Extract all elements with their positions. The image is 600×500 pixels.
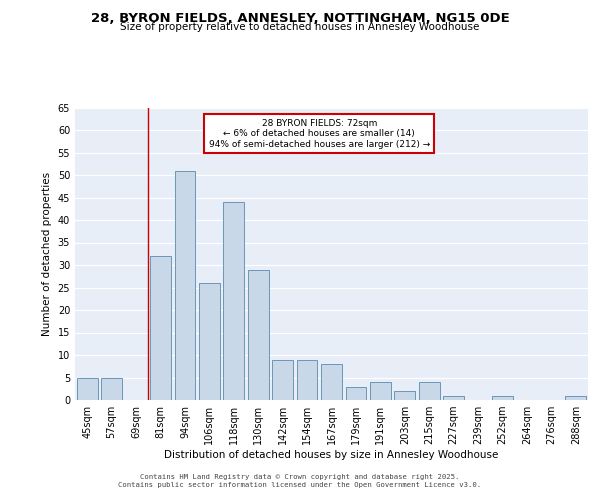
Bar	[419, 382, 440, 400]
Bar	[150, 256, 171, 400]
Text: 28, BYRON FIELDS, ANNESLEY, NOTTINGHAM, NG15 0DE: 28, BYRON FIELDS, ANNESLEY, NOTTINGHAM, …	[91, 12, 509, 26]
Bar	[346, 386, 367, 400]
Bar	[565, 396, 586, 400]
Bar	[443, 396, 464, 400]
Y-axis label: Number of detached properties: Number of detached properties	[42, 172, 52, 336]
Text: 28 BYRON FIELDS: 72sqm
← 6% of detached houses are smaller (14)
94% of semi-deta: 28 BYRON FIELDS: 72sqm ← 6% of detached …	[209, 119, 430, 148]
Text: Size of property relative to detached houses in Annesley Woodhouse: Size of property relative to detached ho…	[121, 22, 479, 32]
Bar	[321, 364, 342, 400]
Bar	[101, 378, 122, 400]
Bar	[77, 378, 98, 400]
Bar	[296, 360, 317, 400]
Bar	[394, 391, 415, 400]
Text: Contains HM Land Registry data © Crown copyright and database right 2025.
Contai: Contains HM Land Registry data © Crown c…	[118, 474, 482, 488]
Bar	[492, 396, 513, 400]
Bar	[199, 283, 220, 400]
Bar	[175, 170, 196, 400]
X-axis label: Distribution of detached houses by size in Annesley Woodhouse: Distribution of detached houses by size …	[164, 450, 499, 460]
Bar	[272, 360, 293, 400]
Bar	[370, 382, 391, 400]
Bar	[223, 202, 244, 400]
Bar	[248, 270, 269, 400]
